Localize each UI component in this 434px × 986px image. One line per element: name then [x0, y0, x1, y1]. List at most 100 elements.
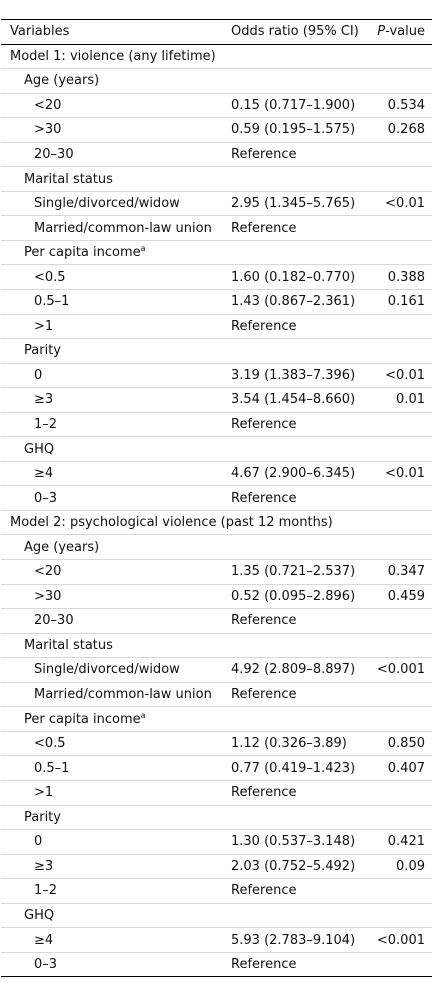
odds-ratio-cell: Reference: [231, 613, 297, 629]
item-row: 0–3 Reference: [1, 952, 432, 976]
group-label-text: Per capita income: [24, 245, 141, 261]
variable-group-label: Parity: [1, 339, 432, 364]
odds-ratio-cell: Reference: [231, 957, 297, 973]
category-label: Single/divorced/widow: [34, 662, 180, 678]
p-value-cell: 0.347: [387, 564, 425, 580]
p-value-cell: [372, 682, 432, 707]
category-label: <0.5: [34, 736, 66, 752]
variable-group-label: GHQ: [1, 437, 432, 462]
variable-group-label: GHQ: [1, 903, 432, 928]
category-label: 0–3: [34, 957, 58, 973]
p-value-cell: 0.421: [387, 834, 425, 850]
odds-ratio-cell: 0.52 (0.095–2.896): [231, 588, 356, 604]
p-value-cell: [372, 486, 432, 511]
p-value-cell: <0.001: [376, 932, 425, 948]
item-row: 1–2 Reference: [1, 412, 432, 437]
odds-ratio-cell: 2.95 (1.345–5.765): [231, 196, 356, 212]
category-label: ≥4: [34, 466, 54, 482]
group-row: Marital status: [1, 167, 432, 192]
group-label-text: Marital status: [24, 637, 113, 653]
p-value-cell: 0.388: [387, 269, 425, 285]
odds-ratio-cell: 0.59 (0.195–1.575): [231, 122, 356, 138]
item-row: >1 Reference: [1, 314, 432, 339]
header-p-suffix: -value: [385, 24, 425, 40]
p-value-cell: [372, 952, 432, 976]
model-heading: Model 1: violence (any lifetime): [10, 48, 216, 64]
table: Variables Odds ratio (95% CI) P-value Mo…: [1, 20, 432, 976]
item-row: 0–3 Reference: [1, 486, 432, 511]
header-p-italic: P: [377, 24, 386, 40]
odds-ratio-cell: 2.03 (0.752–5.492): [231, 858, 356, 874]
category-label: >1: [34, 785, 54, 801]
odds-ratio-cell: 0.77 (0.419–1.423): [231, 760, 356, 776]
model-row: Model 2: psychological violence (past 12…: [1, 510, 432, 535]
p-value-cell: 0.534: [387, 97, 425, 113]
odds-ratio-cell: 0.15 (0.717–1.900): [231, 97, 356, 113]
odds-ratio-cell: Reference: [231, 318, 297, 334]
group-label-text: Parity: [24, 809, 61, 825]
odds-ratio-table: Variables Odds ratio (95% CI) P-value Mo…: [1, 19, 432, 978]
group-label-text: Marital status: [24, 171, 113, 187]
category-label: 1–2: [34, 883, 58, 899]
header-row: Variables Odds ratio (95% CI) P-value: [1, 20, 432, 45]
category-label: ≥3: [34, 392, 54, 408]
p-value-cell: 0.459: [387, 588, 425, 604]
p-value-cell: 0.161: [387, 294, 425, 310]
group-row: Per capita incomea: [1, 707, 432, 732]
odds-ratio-cell: 4.67 (2.900–6.345): [231, 466, 356, 482]
item-row: 0 3.19 (1.383–7.396) <0.01: [1, 363, 432, 388]
odds-ratio-cell: Reference: [231, 687, 297, 703]
category-label: 0.5–1: [34, 760, 70, 776]
p-value-cell: [372, 609, 432, 634]
p-value-cell: [372, 314, 432, 339]
group-row: GHQ: [1, 437, 432, 462]
p-value-cell: [372, 216, 432, 241]
odds-ratio-cell: 3.19 (1.383–7.396): [231, 367, 356, 383]
category-label: ≥4: [34, 932, 54, 948]
odds-ratio-cell: 5.93 (2.783–9.104): [231, 932, 356, 948]
item-row: <20 0.15 (0.717–1.900) 0.534: [1, 93, 432, 118]
odds-ratio-cell: 1.60 (0.182–0.770): [231, 269, 356, 285]
group-row: Per capita incomea: [1, 240, 432, 265]
odds-ratio-cell: 4.92 (2.809–8.897): [231, 662, 356, 678]
item-row: 0.5–1 1.43 (0.867–2.361) 0.161: [1, 290, 432, 315]
item-row: >30 0.59 (0.195–1.575) 0.268: [1, 118, 432, 143]
item-row: Single/divorced/widow 2.95 (1.345–5.765) <…: [1, 191, 432, 216]
category-label: ≥3: [34, 858, 54, 874]
category-label: 1–2: [34, 417, 58, 433]
item-row: <0.5 1.60 (0.182–0.770) 0.388: [1, 265, 432, 290]
category-label: 0.5–1: [34, 294, 70, 310]
group-label-text: Per capita income: [24, 711, 141, 727]
header-p-value: P-value: [372, 20, 432, 45]
odds-ratio-cell: 1.30 (0.537–3.148): [231, 834, 356, 850]
variable-group-label: Age (years): [1, 535, 432, 560]
group-label-text: Parity: [24, 343, 61, 359]
odds-ratio-cell: Reference: [231, 490, 297, 506]
item-row: >1 Reference: [1, 780, 432, 805]
p-value-cell: <0.01: [385, 196, 425, 212]
odds-ratio-cell: Reference: [231, 147, 297, 162]
odds-ratio-cell: 3.54 (1.454–8.660): [231, 392, 356, 408]
p-value-cell: 0.09: [396, 858, 425, 874]
item-row: 20–30 Reference: [1, 142, 432, 167]
odds-ratio-cell: Reference: [231, 417, 297, 433]
odds-ratio-cell: Reference: [231, 785, 297, 801]
item-row: ≥4 5.93 (2.783–9.104) <0.001: [1, 928, 432, 953]
category-label: >30: [34, 122, 62, 138]
item-row: <0.5 1.12 (0.326–3.89) 0.850: [1, 731, 432, 756]
p-value-cell: [372, 879, 432, 904]
item-row: ≥3 2.03 (0.752–5.492) 0.09: [1, 854, 432, 879]
p-value-cell: [372, 142, 432, 167]
item-row: 0.5–1 0.77 (0.419–1.423) 0.407: [1, 756, 432, 781]
item-row: Single/divorced/widow 4.92 (2.809–8.897) <…: [1, 658, 432, 683]
odds-ratio-cell: Reference: [231, 883, 297, 899]
group-label-text: Age (years): [24, 73, 100, 89]
category-label: >1: [34, 318, 54, 334]
odds-ratio-cell: Reference: [231, 220, 297, 236]
variable-group-label: Marital status: [1, 167, 432, 192]
group-label-text: Age (years): [24, 539, 100, 555]
group-row: Age (years): [1, 69, 432, 94]
header-variables: Variables: [1, 20, 220, 45]
p-value-cell: 0.268: [387, 122, 425, 138]
group-row: Parity: [1, 805, 432, 830]
